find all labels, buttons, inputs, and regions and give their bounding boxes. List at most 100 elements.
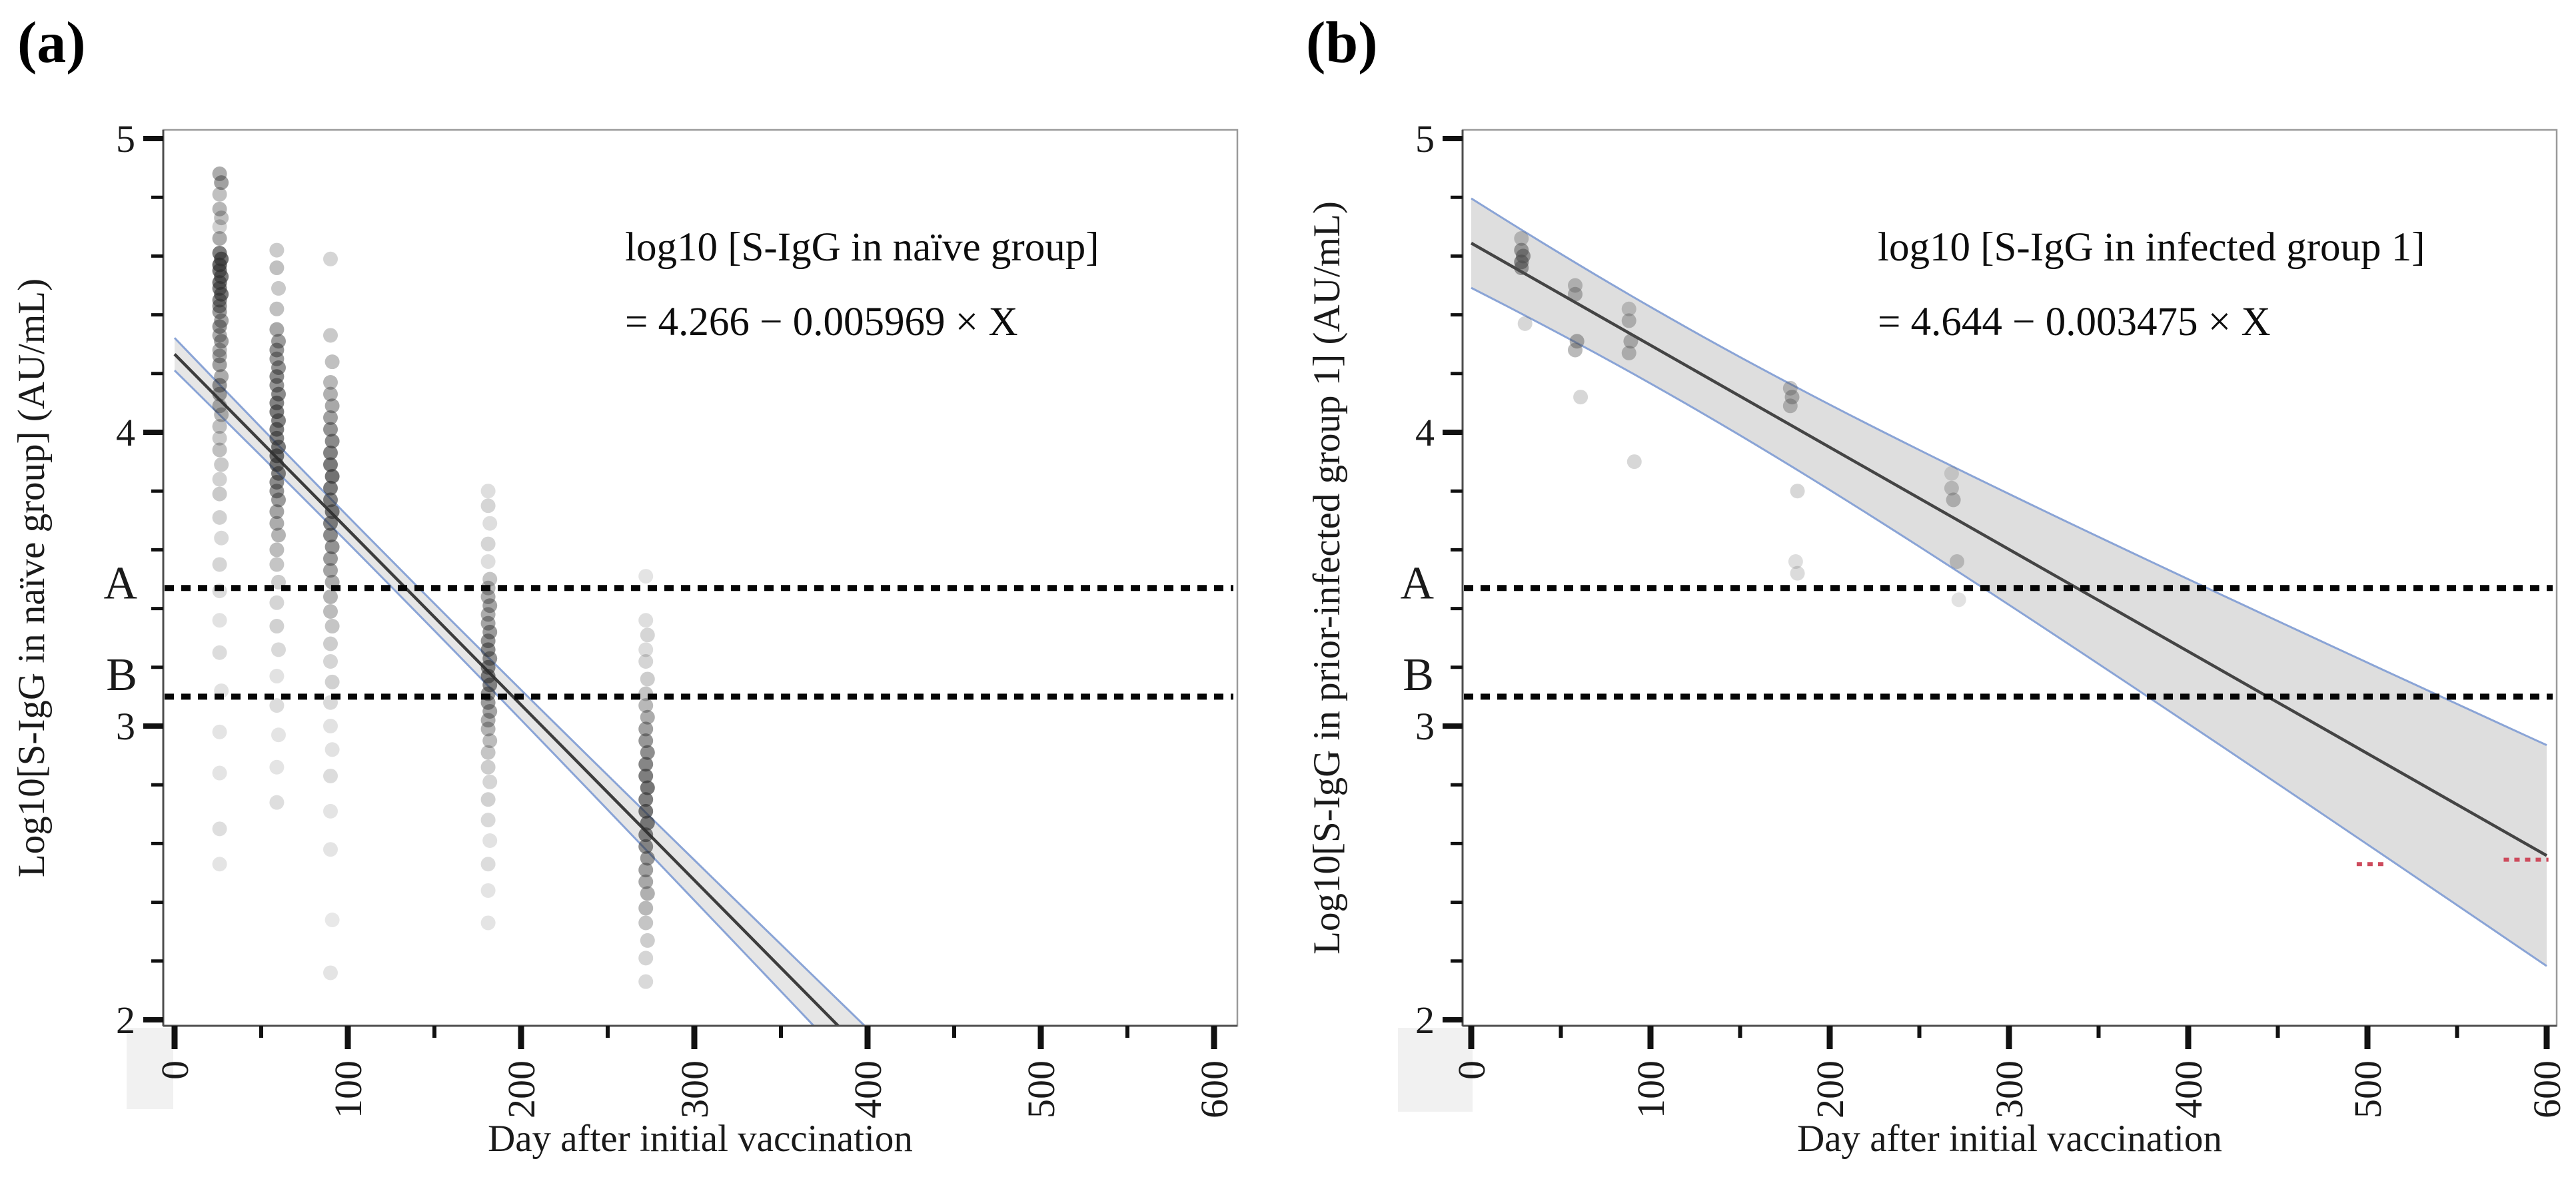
scatter-point [323,563,338,578]
regression-line [173,353,841,1026]
scatter-point [212,472,227,487]
scatter-point [638,757,654,772]
scatter-point [638,839,654,854]
panel-b-letter: (b) [1306,11,1378,75]
scatter-point [269,516,285,531]
scatter-points [1514,230,1966,607]
scatter-point [1573,390,1589,405]
x-tick-label: 300 [673,1060,716,1118]
threshold-label-B: B [1403,649,1434,701]
scatter-point [323,445,338,460]
x-tick-label: 0 [1450,1060,1493,1080]
scatter-point [480,607,496,622]
scatter-point [269,619,285,634]
scatter-point [323,410,338,425]
scatter-point [482,774,498,789]
x-axis-title: Day after initial vaccination [488,1118,913,1160]
scatter-point [269,698,285,713]
scatter-point [271,280,286,296]
scatter-point [1626,454,1642,470]
scatter-point [638,613,654,628]
scatter-point [271,492,286,508]
scatter-point [480,745,496,760]
scatter-point [212,298,227,314]
panel-b-equation-line2: = 4.644 − 0.003475 × X [1878,300,2271,344]
scatter-point [480,915,496,931]
scatter-point [480,536,496,552]
scatter-point [324,539,340,554]
scatter-point [269,260,285,276]
y-tick-label: 5 [116,117,135,161]
scatter-point [324,674,340,689]
scatter-point [269,322,285,337]
corner-patch [127,1028,173,1109]
scatter-point [323,604,338,619]
panel-a-equation: log10 [S-IgG in naïve group] = 4.266 − 0… [625,210,1099,360]
x-tick-label: 400 [2167,1060,2210,1118]
scatter-point [1621,313,1636,328]
scatter-point [324,913,340,928]
scatter-point [212,328,227,343]
scatter-point [212,378,227,393]
scatter-point [269,504,285,520]
scatter-point [638,721,654,737]
scatter-point [271,528,286,543]
scatter-point [1621,301,1636,316]
scatter-point [1782,398,1798,414]
scatter-point [1514,230,1529,246]
scatter-point [480,721,496,737]
scatter-point [480,883,496,898]
scatter-point [638,863,654,878]
scatter-point [269,301,285,316]
y-tick-label: 3 [116,705,135,748]
y-tick-label: 2 [116,998,135,1042]
x-tick-label: 400 [846,1060,890,1118]
y-tick-label: 3 [1415,705,1435,748]
scatter-point [324,354,340,370]
scatter-point [212,398,227,414]
scatter-point [480,589,496,604]
scatter-point [212,187,227,202]
scatter-point [269,484,285,499]
scatter-point [212,613,227,628]
scatter-point [212,419,227,434]
scatter-point [1568,278,1583,293]
panel-a-plot: AB 2 3 4 5 0 100 200 300 400 500 600 Log10[S-IgG in … [11,117,1239,1160]
scatter-point [323,803,338,819]
x-tick-label: 500 [2346,1060,2389,1118]
scatter-point [640,671,655,687]
scatter-point [323,965,338,981]
scatter-point [482,733,498,749]
scatter-point [212,510,227,525]
scatter-point [638,768,654,783]
scatter-point [214,530,229,546]
panel-b-plot: AB 2 3 4 5 0 100 200 300 400 500 600 Log10[S-IgG in … [1306,117,2569,1160]
scatter-point [269,542,285,558]
regression-line [1470,242,2548,857]
scatter-point [212,430,227,446]
scatter-point [480,759,496,775]
scatter-point [323,528,338,543]
scatter-point [1569,334,1585,349]
scatter-point [323,386,338,402]
y-tick-label: 5 [1415,117,1435,161]
scatter-point [324,434,340,449]
scatter-point [323,480,338,496]
scatter-point [324,742,340,757]
y-tick-label: 4 [116,411,135,454]
scatter-point [638,653,654,669]
scatter-point [482,598,498,613]
scatter-point [212,645,227,660]
scatter-point [271,642,286,657]
scatter-point [638,874,654,889]
scatter-point [269,342,285,358]
scatter-point [638,901,654,916]
scatter-point [212,857,227,872]
scatter-point [212,821,227,837]
scatter-point [1517,316,1533,331]
scatter-point [482,572,498,587]
y-axis-title: Log10[S-IgG in prior-infected group 1] (… [1306,201,1348,955]
x-tick-label: 100 [326,1060,370,1118]
scatter-point [212,557,227,572]
